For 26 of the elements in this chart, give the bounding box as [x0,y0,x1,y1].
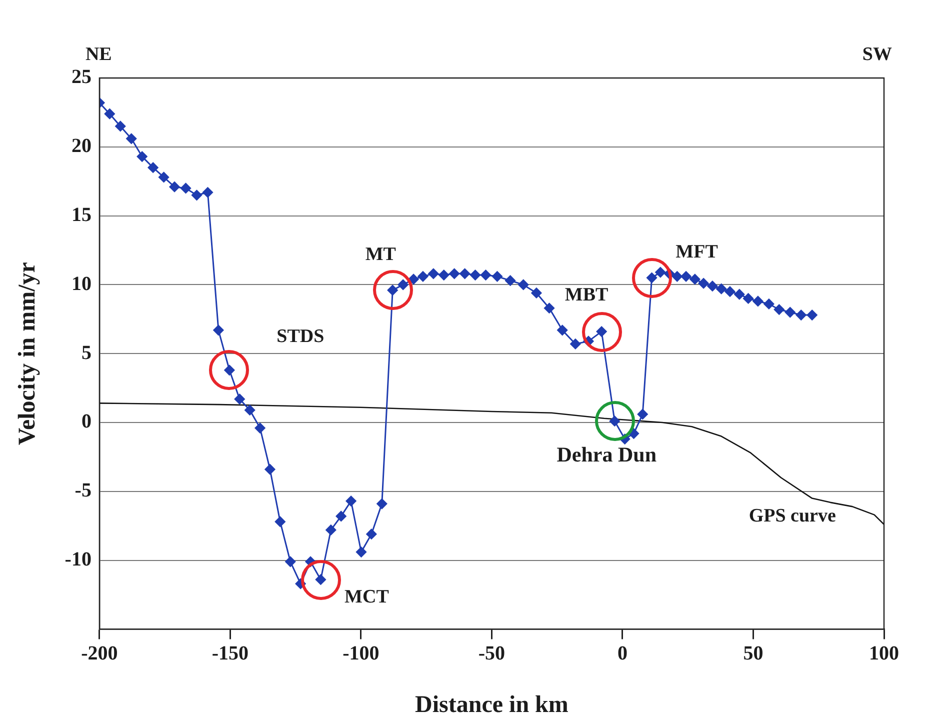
y-tick-label: 20 [71,135,92,158]
annotation: STDS [276,326,324,348]
y-tick-label: -10 [64,548,92,570]
series-label: GPS curve [748,505,836,526]
x-axis-title: Distance in km [415,692,568,718]
x-tick-label: -100 [342,642,380,664]
text: SW [862,44,892,65]
x-tick-label: -50 [478,642,506,664]
annotation: MBT [564,284,609,306]
x-tick-label: 50 [743,642,764,664]
y-tick-label: 15 [71,204,92,226]
annotation: MFT [676,242,718,263]
y-tick-label: 25 [71,66,92,88]
annotation: MCT [344,586,390,608]
annotation: Dehra Dun [556,442,657,467]
y-tick-label: 5 [81,342,92,364]
y-tick-label: 0 [81,410,92,433]
x-tick-label: -150 [212,642,249,664]
y-axis-title: Velocity in mm/yr [14,262,41,446]
annotation: MT [365,244,396,266]
y-tick-label: 10 [71,272,92,295]
x-tick-label: -200 [81,642,118,664]
x-tick-label: 100 [869,642,899,664]
text: NE [85,44,112,65]
y-tick-label: -5 [74,480,92,502]
x-tick-label: 0 [617,642,628,664]
